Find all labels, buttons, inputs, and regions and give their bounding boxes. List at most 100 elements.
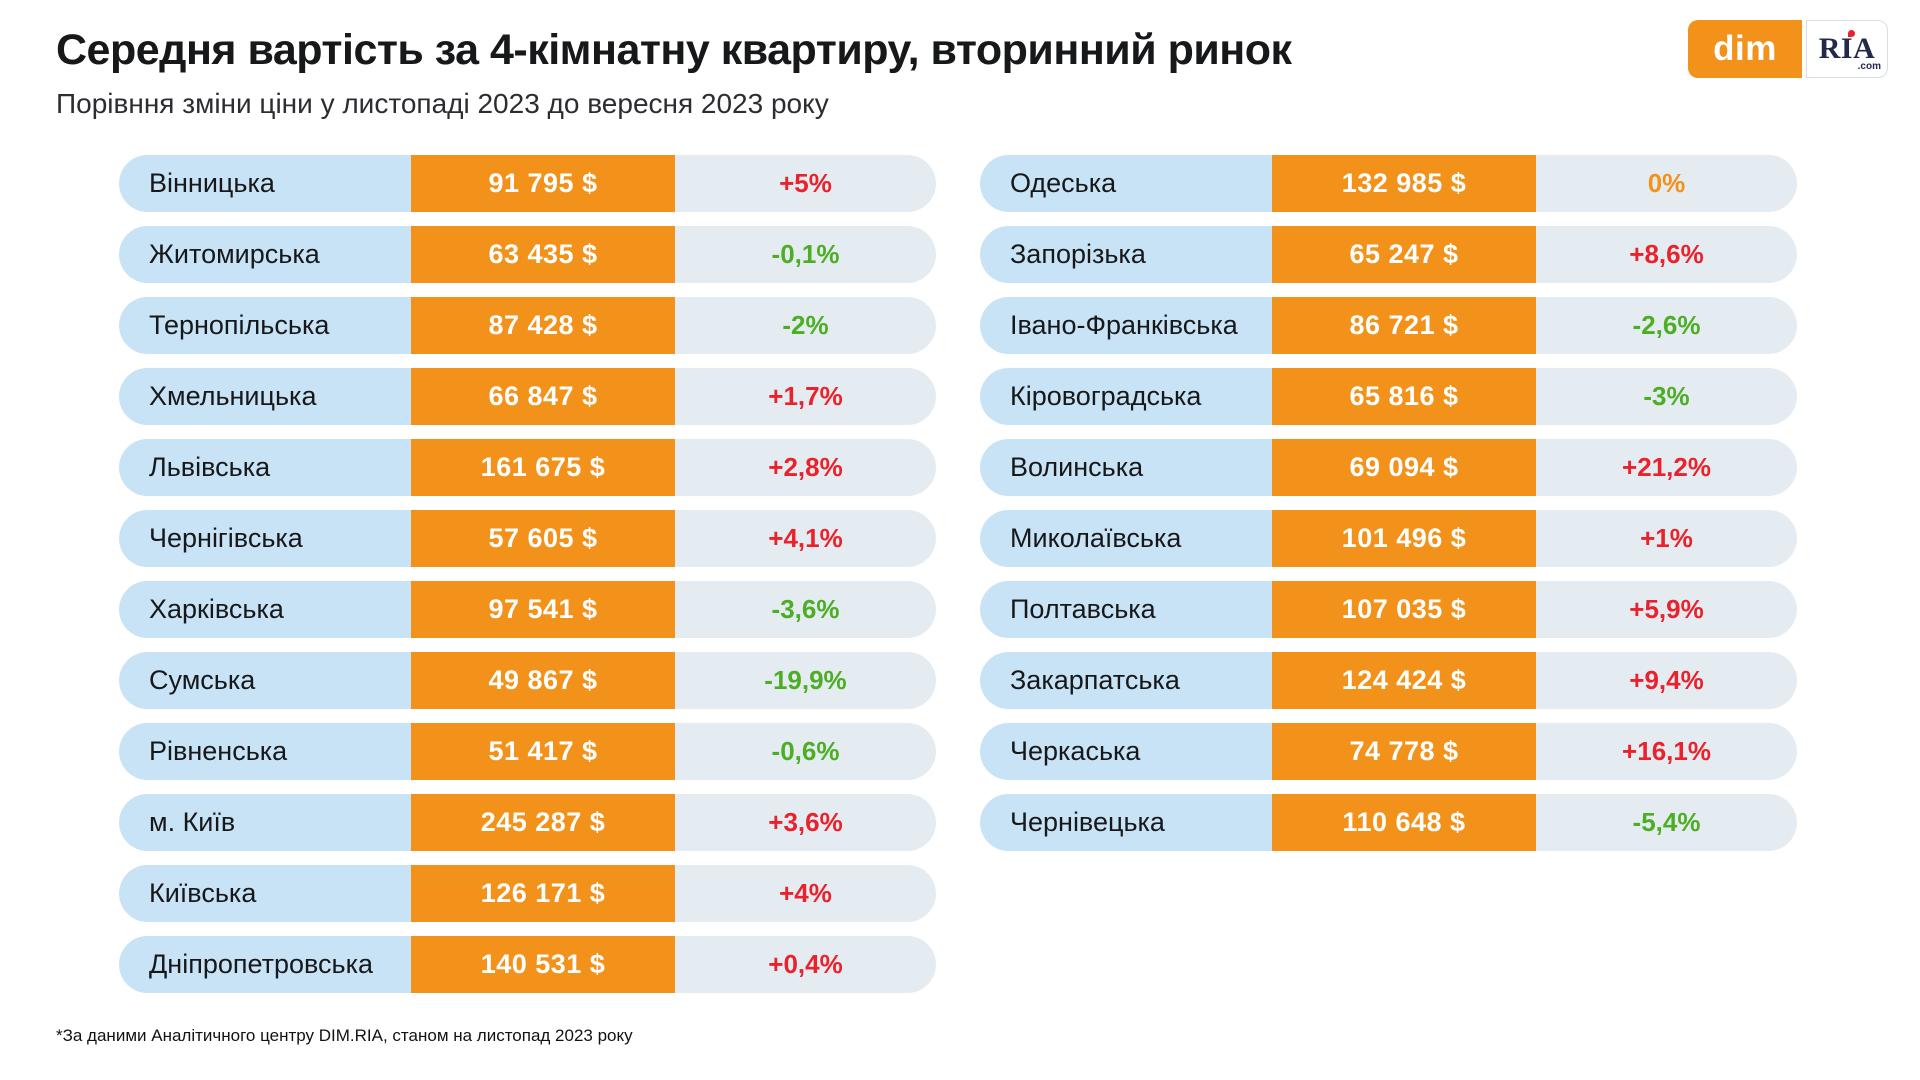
region-name: Тернопільська [119,297,411,354]
ria-logo-suffix: .com [1857,61,1881,72]
regions-column-right: Одеська 132 985 $0% Запорізька 65 247 $ +8,6… [980,155,1797,865]
region-change: +5% [675,155,936,212]
region-name: Хмельницька [119,368,411,425]
region-price: 63 435 $ [411,226,675,283]
ria-logo-label: RIA [1818,32,1876,65]
region-price: 69 094 $ [1272,439,1536,496]
brand-logos: dim RIA .com [1688,20,1888,78]
region-change: -2,6% [1536,297,1797,354]
region-row: Рівненська 51 417 $ -0,6% [119,723,936,780]
region-row: Харківська 97 541 $ -3,6% [119,581,936,638]
region-name: Волинська [980,439,1272,496]
region-price: 97 541 $ [411,581,675,638]
region-name: м. Київ [119,794,411,851]
region-name: Черкаська [980,723,1272,780]
region-price: 91 795 $ [411,155,675,212]
region-price: 107 035 $ [1272,581,1536,638]
region-name: Вінницька [119,155,411,212]
page-subtitle: Порівння зміни ціни у листопаді 2023 до … [56,88,829,119]
region-row: Вінницька 91 795 $ +5% [119,155,936,212]
region-change: -3,6% [675,581,936,638]
region-row: Хмельницька 66 847 $ +1,7% [119,368,936,425]
region-row: Тернопільська 87 428 $ -2% [119,297,936,354]
region-name: Полтавська [980,581,1272,638]
region-row: Дніпропетровська 140 531 $ +0,4% [119,936,936,993]
region-change: +5,9% [1536,581,1797,638]
region-change: +4% [675,865,936,922]
region-name: Сумська [119,652,411,709]
region-price: 245 287 $ [411,794,675,851]
region-name: Харківська [119,581,411,638]
dim-logo-label: dim [1713,29,1777,68]
region-price: 132 985 $ [1272,155,1536,212]
region-change: -5,4% [1536,794,1797,851]
region-name: Житомирська [119,226,411,283]
region-name: Львівська [119,439,411,496]
region-price: 51 417 $ [411,723,675,780]
region-price: 49 867 $ [411,652,675,709]
region-row: Миколаївська 101 496 $ +1% [980,510,1797,567]
region-change: -3% [1536,368,1797,425]
region-row: Кіровоградська 65 816 $ -3% [980,368,1797,425]
ria-logo-dot-icon [1848,30,1855,37]
region-price: 110 648 $ [1272,794,1536,851]
region-price: 66 847 $ [411,368,675,425]
region-row: Житомирська 63 435 $ -0,1% [119,226,936,283]
region-name: Одеська [980,155,1272,212]
region-row: Волинська 69 094 $ +21,2% [980,439,1797,496]
region-change: +21,2% [1536,439,1797,496]
region-name: Київська [119,865,411,922]
page-title: Середня вартість за 4-кімнатну квартиру,… [56,26,1292,74]
region-row: Львівська 161 675 $ +2,8% [119,439,936,496]
dim-logo: dim [1688,20,1802,78]
region-row: Закарпатська 124 424 $ +9,4% [980,652,1797,709]
footnote: *За даними Аналітичного центру DIM.RIA, … [56,1026,633,1045]
region-change: +1% [1536,510,1797,567]
region-change: -0,6% [675,723,936,780]
ria-logo: RIA .com [1806,20,1888,78]
region-name: Запорізька [980,226,1272,283]
region-row: Черкаська 74 778 $ +16,1% [980,723,1797,780]
region-change: -2% [675,297,936,354]
region-name: Кіровоградська [980,368,1272,425]
region-row: Запорізька 65 247 $ +8,6% [980,226,1797,283]
region-change: -19,9% [675,652,936,709]
region-price: 161 675 $ [411,439,675,496]
region-row: м. Київ 245 287 $ +3,6% [119,794,936,851]
region-price: 86 721 $ [1272,297,1536,354]
region-change: +16,1% [1536,723,1797,780]
region-price: 126 171 $ [411,865,675,922]
region-change: +3,6% [675,794,936,851]
region-change: 0% [1536,155,1797,212]
region-change: +0,4% [675,936,936,993]
region-change: +9,4% [1536,652,1797,709]
region-price: 65 816 $ [1272,368,1536,425]
region-price: 101 496 $ [1272,510,1536,567]
region-change: +1,7% [675,368,936,425]
region-name: Чернігівська [119,510,411,567]
region-row: Полтавська 107 035 $ +5,9% [980,581,1797,638]
region-name: Закарпатська [980,652,1272,709]
region-price: 124 424 $ [1272,652,1536,709]
region-name: Дніпропетровська [119,936,411,993]
region-row: Чернігівська 57 605 $ +4,1% [119,510,936,567]
region-change: -0,1% [675,226,936,283]
region-change: +2,8% [675,439,936,496]
region-price: 65 247 $ [1272,226,1536,283]
region-row: Чернівецька 110 648 $ -5,4% [980,794,1797,851]
region-change: +4,1% [675,510,936,567]
region-price: 57 605 $ [411,510,675,567]
region-name: Івано-Франківська [980,297,1272,354]
region-price: 140 531 $ [411,936,675,993]
region-price: 74 778 $ [1272,723,1536,780]
region-name: Миколаївська [980,510,1272,567]
region-row: Одеська 132 985 $0% [980,155,1797,212]
region-name: Рівненська [119,723,411,780]
region-price: 87 428 $ [411,297,675,354]
regions-column-left: Вінницька 91 795 $ +5% Житомирська 63 435 $ -… [119,155,936,1007]
region-name: Чернівецька [980,794,1272,851]
region-change: +8,6% [1536,226,1797,283]
region-row: Київська 126 171 $ +4% [119,865,936,922]
region-row: Івано-Франківська 86 721 $ -2,6% [980,297,1797,354]
